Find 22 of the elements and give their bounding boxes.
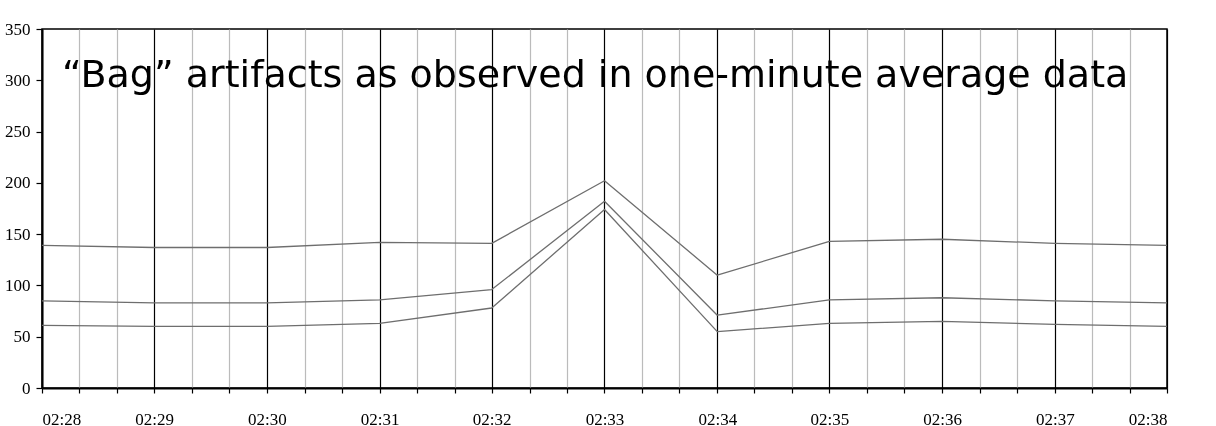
x-tick-label: 02:32 (472, 409, 512, 426)
line-series (41, 180, 1168, 276)
y-tick-label: 150 (5, 224, 31, 244)
line-series (41, 208, 1168, 333)
y-tick-label: 350 (5, 19, 31, 39)
y-tick-label: 50 (13, 327, 31, 347)
y-tick-label: 100 (5, 275, 31, 295)
x-tick-label: 02:28 (42, 409, 82, 426)
x-tick-label: 02:37 (1036, 409, 1076, 426)
x-tick-label: 02:35 (810, 409, 850, 426)
x-tick-label: 02:36 (923, 409, 962, 426)
y-tick-label: 0 (22, 378, 31, 398)
x-tick-label: 02:31 (360, 409, 400, 426)
line-series (41, 200, 1168, 316)
y-tick-label: 250 (5, 122, 31, 142)
y-tick-label: 300 (5, 70, 31, 90)
x-tick-label: 02:34 (698, 409, 738, 426)
x-tick-label: 02:38 (1128, 409, 1168, 426)
x-tick-label: 02:29 (135, 409, 174, 426)
x-tick-label: 02:33 (585, 409, 625, 426)
y-tick-label: 200 (5, 173, 31, 193)
x-tick-label: 02:30 (248, 409, 287, 426)
